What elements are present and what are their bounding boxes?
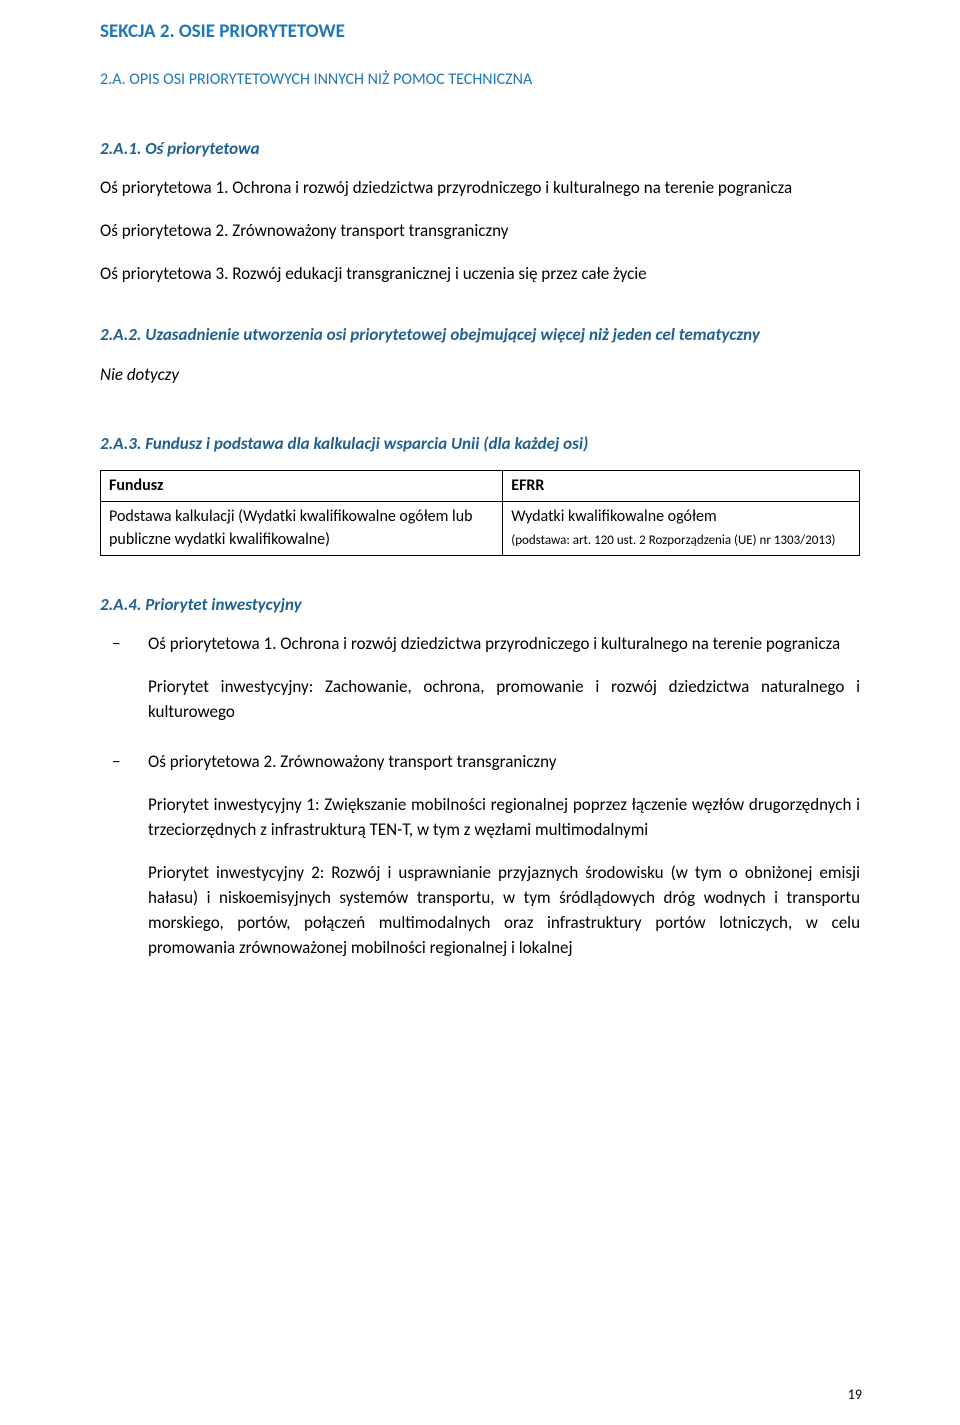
label-2a1: 2.A.1. Oś priorytetowa (100, 136, 860, 161)
para-os2: Oś priorytetowa 2. Zrównoważony transpor… (100, 218, 860, 243)
priority-list: Oś priorytetowa 1. Ochrona i rozwój dzie… (100, 631, 860, 961)
label-2a4: 2.A.4. Priorytet inwestycyjny (100, 592, 860, 617)
text-nie-dotyczy: Nie dotyczy (100, 362, 860, 387)
heading-2a: 2.A. OPIS OSI PRIORYTETOWYCH INNYCH NIŻ … (100, 68, 860, 92)
cell-podstawa-value: Wydatki kwalifikowalne ogółem (podstawa:… (503, 501, 860, 555)
fund-table: Fundusz EFRR Podstawa kalkulacji (Wydatk… (100, 470, 860, 556)
item2-head: Oś priorytetowa 2. Zrównoważony transpor… (148, 751, 556, 772)
cell-fundusz-value: EFRR (503, 470, 860, 501)
cell-right-line2: (podstawa: art. 120 ust. 2 Rozporządzeni… (511, 533, 835, 548)
label-2a2: 2.A.2. Uzasadnienie utworzenia osi prior… (100, 322, 860, 347)
cell-right-line1: Wydatki kwalifikowalne ogółem (511, 507, 716, 526)
cell-podstawa-label: Podstawa kalkulacji (Wydatki kwalifikowa… (101, 501, 503, 555)
para-os3: Oś priorytetowa 3. Rozwój edukacji trans… (100, 261, 860, 286)
list-item: Oś priorytetowa 1. Ochrona i rozwój dzie… (100, 631, 860, 724)
document-page: SEKCJA 2. OSIE PRIORYTETOWE 2.A. OPIS OS… (0, 0, 960, 1033)
item2-sub2: Priorytet inwestycyjny 2: Rozwój i uspra… (148, 860, 860, 961)
item1-sub: Priorytet inwestycyjny: Zachowanie, ochr… (148, 674, 860, 724)
label-2a3: 2.A.3. Fundusz i podstawa dla kalkulacji… (100, 431, 860, 456)
table-row: Fundusz EFRR (101, 470, 860, 501)
item1-head: Oś priorytetowa 1. Ochrona i rozwój dzie… (148, 633, 840, 654)
para-os1: Oś priorytetowa 1. Ochrona i rozwój dzie… (100, 175, 860, 200)
label-2a2-text: 2.A.2. Uzasadnienie utworzenia osi prior… (100, 324, 760, 345)
list-item: Oś priorytetowa 2. Zrównoważony transpor… (100, 749, 860, 961)
item2-sub1: Priorytet inwestycyjny 1: Zwiększanie mo… (148, 792, 860, 842)
heading-sekcja-2: SEKCJA 2. OSIE PRIORYTETOWE (100, 18, 860, 46)
table-row: Podstawa kalkulacji (Wydatki kwalifikowa… (101, 501, 860, 555)
cell-fundusz-label: Fundusz (101, 470, 503, 501)
page-number: 19 (848, 1386, 862, 1403)
